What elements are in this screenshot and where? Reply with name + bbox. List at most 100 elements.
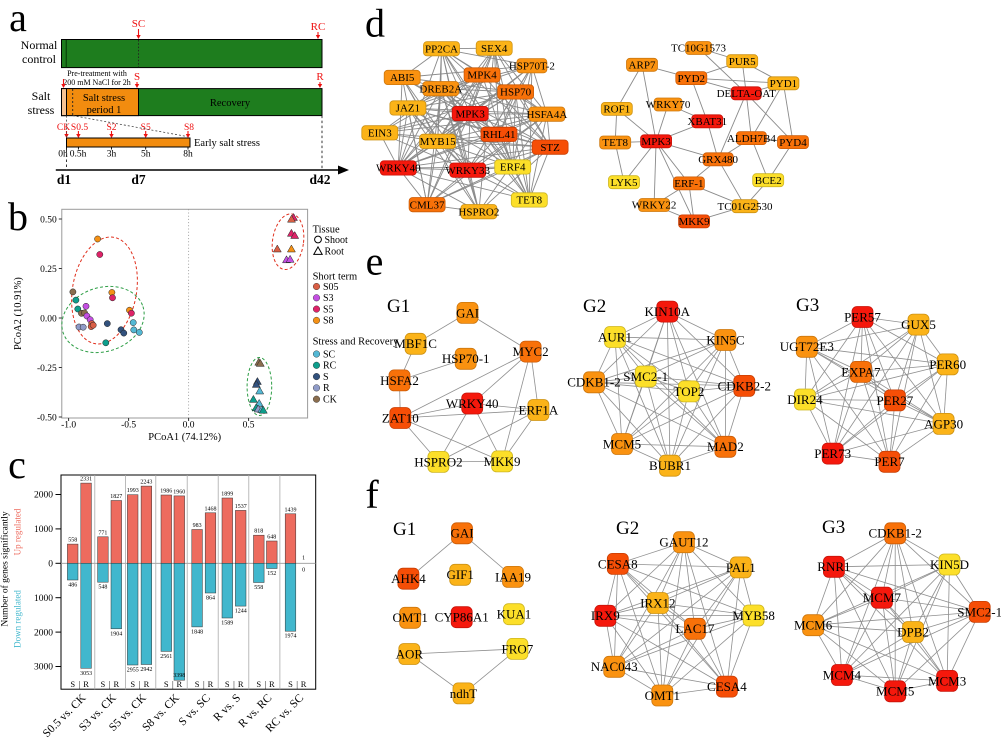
svg-text:-0.5: -0.5 bbox=[121, 421, 136, 431]
svg-text:EIN3: EIN3 bbox=[368, 128, 392, 140]
svg-text:d7: d7 bbox=[131, 172, 146, 187]
svg-text:Stress and Recovery: Stress and Recovery bbox=[313, 337, 399, 348]
svg-text:SMC2-1: SMC2-1 bbox=[957, 604, 1001, 619]
svg-text:MCM5: MCM5 bbox=[876, 684, 914, 699]
svg-text:1974: 1974 bbox=[285, 634, 297, 640]
svg-text:R: R bbox=[323, 383, 330, 394]
svg-text:DREB2A: DREB2A bbox=[419, 83, 462, 95]
svg-text:BUBR1: BUBR1 bbox=[649, 458, 691, 473]
svg-text:R: R bbox=[113, 679, 119, 689]
svg-text:HSFA4A: HSFA4A bbox=[527, 109, 568, 121]
svg-text:d: d bbox=[365, 1, 385, 46]
svg-text:8h: 8h bbox=[183, 150, 193, 160]
svg-text:S: S bbox=[164, 679, 169, 689]
svg-text:|: | bbox=[172, 679, 174, 689]
svg-text:Normal: Normal bbox=[21, 38, 58, 52]
svg-text:ROF1: ROF1 bbox=[603, 104, 630, 116]
svg-text:1986: 1986 bbox=[160, 489, 172, 495]
svg-text:864: 864 bbox=[206, 596, 215, 602]
svg-text:2561: 2561 bbox=[160, 654, 172, 660]
svg-text:1439: 1439 bbox=[285, 507, 297, 513]
svg-text:0.00: 0.00 bbox=[40, 314, 57, 324]
svg-text:S3: S3 bbox=[323, 293, 334, 304]
svg-text:Shoot: Shoot bbox=[325, 235, 349, 246]
svg-text:CK: CK bbox=[323, 395, 338, 406]
svg-text:S5: S5 bbox=[141, 123, 151, 133]
svg-text:Pre-treatment with: Pre-treatment with bbox=[67, 69, 127, 78]
svg-text:PER57: PER57 bbox=[844, 309, 881, 324]
svg-text:Early salt stress: Early salt stress bbox=[194, 138, 260, 149]
svg-text:OMT1: OMT1 bbox=[645, 688, 680, 703]
svg-text:PYD1: PYD1 bbox=[770, 78, 798, 90]
svg-text:R: R bbox=[269, 679, 275, 689]
svg-text:0h: 0h bbox=[58, 150, 68, 160]
svg-text:R: R bbox=[144, 679, 150, 689]
svg-text:S5: S5 bbox=[323, 304, 334, 315]
svg-text:KIN10A: KIN10A bbox=[645, 304, 691, 319]
svg-text:648: 648 bbox=[267, 535, 276, 541]
svg-text:HSP70: HSP70 bbox=[500, 87, 532, 99]
svg-text:SMC2-1: SMC2-1 bbox=[623, 369, 668, 384]
svg-text:BCE2: BCE2 bbox=[755, 175, 782, 187]
svg-text:|: | bbox=[203, 679, 205, 689]
svg-text:3h: 3h bbox=[107, 150, 117, 160]
svg-text:Number of genes significantly: Number of genes significantly bbox=[0, 511, 11, 627]
svg-text:MYB15: MYB15 bbox=[420, 136, 457, 148]
svg-text:MPK3: MPK3 bbox=[456, 108, 486, 120]
svg-text:1827: 1827 bbox=[110, 494, 122, 500]
svg-text:818: 818 bbox=[254, 529, 263, 535]
svg-text:S: S bbox=[101, 679, 106, 689]
svg-text:0.5: 0.5 bbox=[243, 421, 255, 431]
svg-text:CML37: CML37 bbox=[410, 199, 445, 211]
svg-text:SC: SC bbox=[132, 18, 145, 30]
svg-text:S: S bbox=[70, 679, 75, 689]
svg-text:|: | bbox=[264, 679, 266, 689]
svg-text:0.50: 0.50 bbox=[40, 215, 57, 225]
svg-text:S8: S8 bbox=[323, 316, 334, 327]
svg-text:GAI: GAI bbox=[456, 305, 479, 320]
svg-text:HSPRO2: HSPRO2 bbox=[458, 206, 499, 218]
svg-text:ZAT10: ZAT10 bbox=[382, 410, 419, 425]
svg-text:1468: 1468 bbox=[205, 506, 217, 512]
svg-text:MKK9: MKK9 bbox=[484, 454, 521, 469]
svg-text:RC: RC bbox=[323, 361, 337, 372]
svg-text:MCM6: MCM6 bbox=[794, 618, 833, 633]
svg-text:-0.25: -0.25 bbox=[37, 364, 57, 374]
svg-text:3053: 3053 bbox=[80, 671, 92, 677]
svg-text:ERF-1: ERF-1 bbox=[674, 178, 703, 190]
svg-text:ERF1A: ERF1A bbox=[519, 402, 559, 417]
svg-text:0.25: 0.25 bbox=[40, 265, 57, 275]
svg-text:2243: 2243 bbox=[140, 480, 152, 486]
svg-text:G3: G3 bbox=[822, 517, 845, 538]
svg-text:WRKY70: WRKY70 bbox=[646, 99, 691, 111]
svg-text:FRO7: FRO7 bbox=[502, 641, 534, 656]
svg-text:f: f bbox=[365, 472, 379, 517]
svg-text:1904: 1904 bbox=[110, 631, 122, 637]
svg-text:Salt: Salt bbox=[32, 89, 51, 103]
svg-text:HSP70T-2: HSP70T-2 bbox=[509, 60, 555, 72]
svg-text:3398: 3398 bbox=[173, 673, 185, 679]
svg-text:Salt stress: Salt stress bbox=[83, 93, 125, 104]
svg-text:ALDH7B4: ALDH7B4 bbox=[727, 133, 776, 145]
svg-text:PER7: PER7 bbox=[874, 454, 905, 469]
svg-text:AHK4: AHK4 bbox=[391, 571, 426, 586]
svg-text:JAZ1: JAZ1 bbox=[396, 103, 420, 115]
svg-text:|: | bbox=[109, 679, 111, 689]
svg-text:1993: 1993 bbox=[127, 488, 139, 494]
svg-text:a: a bbox=[9, 0, 27, 40]
svg-text:G1: G1 bbox=[393, 519, 416, 540]
svg-text:ABI5: ABI5 bbox=[390, 72, 415, 84]
svg-text:MAD2: MAD2 bbox=[707, 439, 744, 454]
svg-text:-1.0: -1.0 bbox=[61, 421, 76, 431]
svg-text:0.0: 0.0 bbox=[183, 421, 195, 431]
svg-text:MCM3: MCM3 bbox=[928, 673, 966, 688]
svg-text:TC10G1573: TC10G1573 bbox=[671, 43, 727, 55]
svg-text:2000: 2000 bbox=[34, 491, 53, 501]
svg-text:Up regulated: Up regulated bbox=[13, 508, 23, 555]
svg-text:CESA8: CESA8 bbox=[598, 556, 638, 571]
svg-text:TET8: TET8 bbox=[516, 195, 542, 207]
svg-text:S: S bbox=[256, 679, 261, 689]
svg-text:STZ: STZ bbox=[540, 142, 560, 154]
svg-text:period 1: period 1 bbox=[87, 105, 122, 116]
svg-text:HSFA2: HSFA2 bbox=[380, 373, 419, 388]
